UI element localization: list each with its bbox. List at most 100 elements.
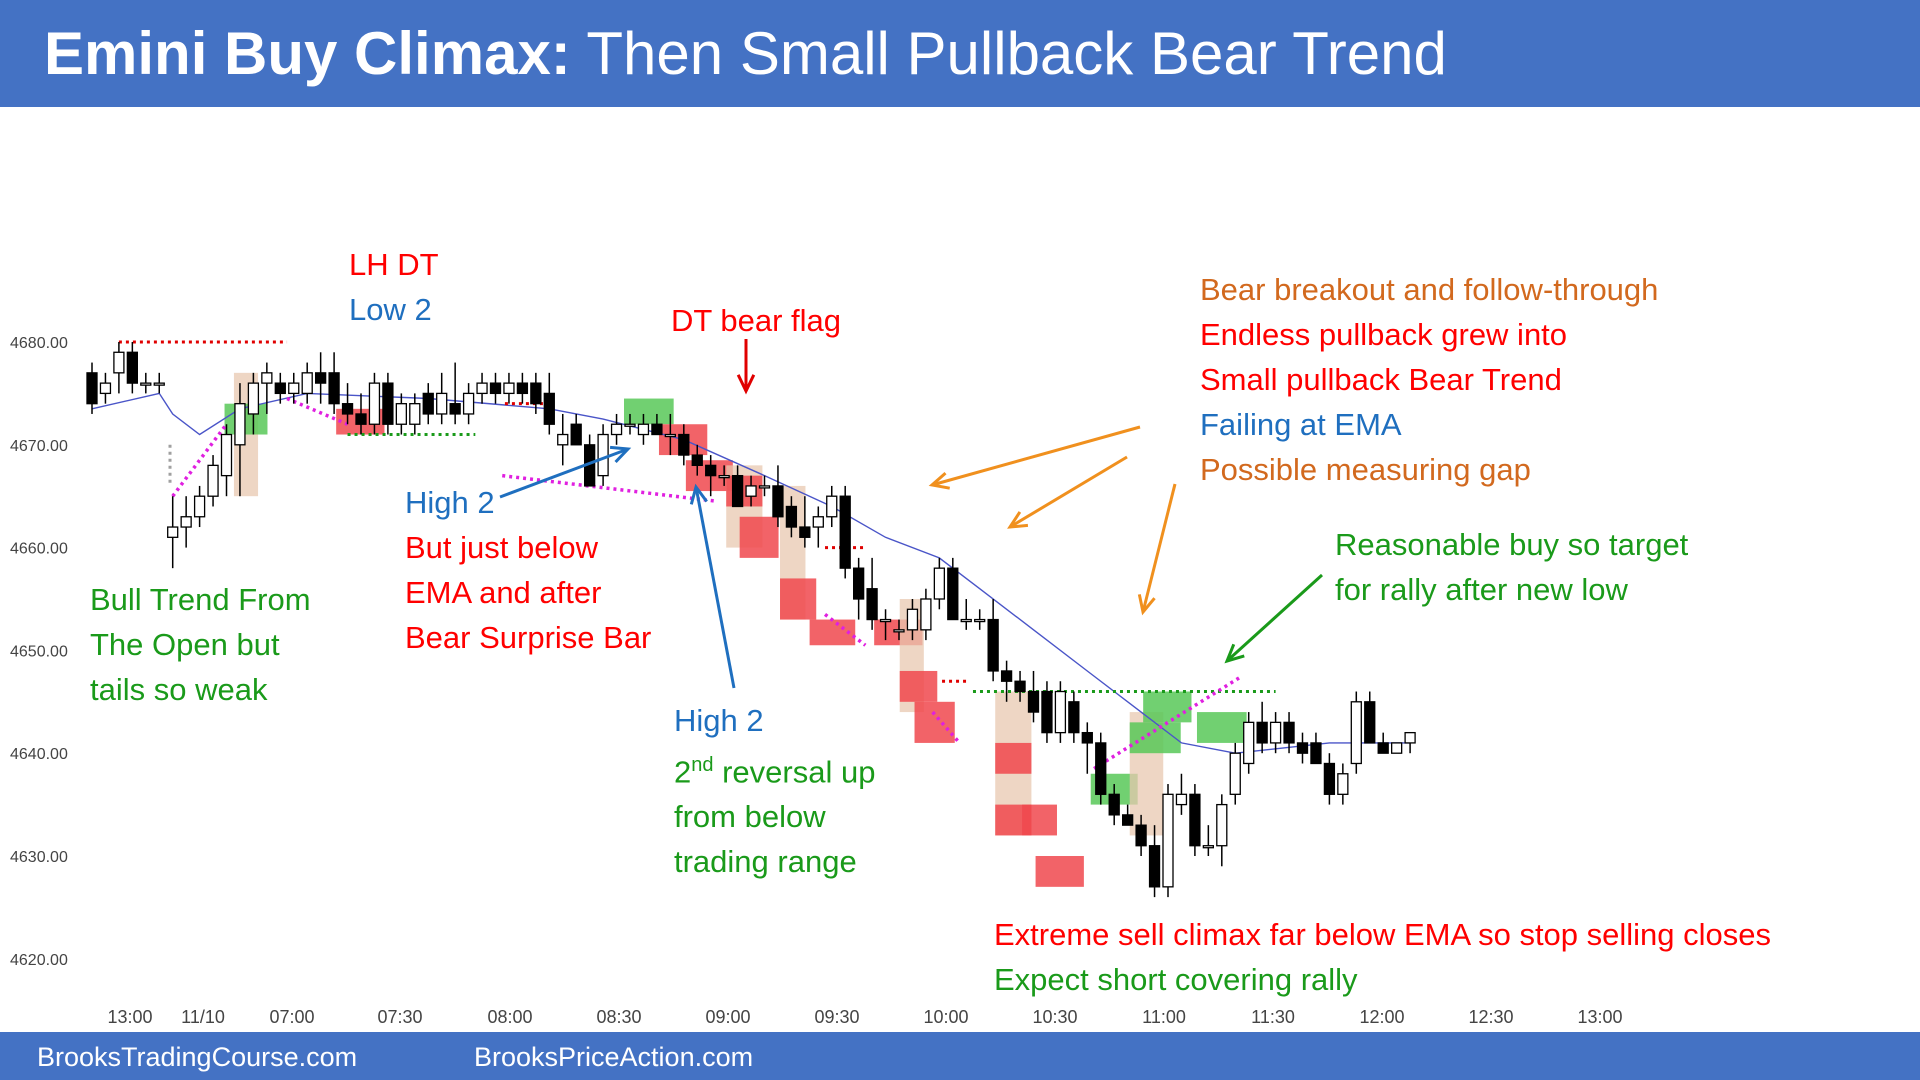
trend-line [171, 423, 228, 498]
bear-candle [705, 464, 717, 477]
high2-second-line-4: trading range [674, 844, 857, 880]
bear-candle [1068, 701, 1080, 734]
bear-candle [126, 351, 138, 384]
bull-candle [879, 618, 892, 623]
bull-candle [1243, 721, 1255, 765]
bull-candle [637, 423, 650, 436]
bear-candle [355, 413, 367, 425]
bear-candle [799, 526, 811, 538]
x-tick-label: 10:30 [1032, 1007, 1077, 1027]
candlestick-chart: 4680.00 4670.00 4660.00 4650.00 4640.00 4630.… [10, 335, 1623, 1027]
lh-dt-label: LH DT [349, 247, 439, 282]
bull-candle [409, 403, 421, 425]
high2-first-line-3: EMA and after [405, 575, 602, 610]
y-tick-label: 4680.00 [10, 335, 68, 352]
dt-bear-flag-arrow-head [736, 374, 756, 395]
bear-breakout-arrow-2-shaft [1009, 455, 1128, 529]
bull-candle [826, 495, 838, 518]
dt-bear-flag-annotation: DT bear flag [671, 298, 841, 343]
bull-candle [1202, 845, 1214, 849]
high2-second-arrow-shaft [694, 486, 736, 689]
bear-candle [1081, 731, 1093, 744]
bull-candle [395, 403, 408, 425]
bear-candle [1095, 742, 1107, 795]
y-tick-label: 4650.00 [10, 643, 68, 660]
bull-candle [597, 433, 609, 477]
x-tick-label: 07:00 [269, 1007, 314, 1027]
x-tick-label: 11/10 [181, 1007, 225, 1027]
bull-candle [1269, 721, 1282, 744]
bear-candle [422, 392, 434, 415]
bull-candle [167, 526, 179, 538]
bull-candle [180, 516, 192, 528]
bull-candle [933, 567, 945, 600]
highlight-box-green [1196, 712, 1247, 743]
x-axis: 13:00 11/10 07:00 07:30 08:00 08:30 09:00 09:30… [107, 1007, 1622, 1027]
bull-candle [234, 403, 246, 446]
ordinal-number: 2 [674, 754, 692, 790]
bear-breakout-arrow-1-shaft [931, 425, 1141, 487]
x-tick-label: 11:30 [1251, 1007, 1295, 1027]
bull-candle [906, 608, 919, 631]
high2-first-label: High 2 [405, 485, 495, 520]
bull-candle [193, 495, 206, 518]
bull-candle [664, 433, 676, 438]
bear-candle [1014, 680, 1026, 693]
bull-candle [745, 485, 757, 497]
trend-line [1093, 674, 1243, 771]
bear-breakout-line-4: Failing at EMA [1200, 407, 1402, 442]
highlight-box-red [780, 578, 817, 620]
bull-candle [207, 464, 219, 497]
y-axis: 4680.00 4670.00 4660.00 4650.00 4640.00 4630.… [10, 335, 68, 969]
bull-candle [1162, 793, 1174, 888]
bull-trend-line-2: The Open but [90, 627, 280, 662]
bull-candle [368, 382, 381, 425]
bear-candle [341, 403, 354, 415]
bull-candle [1216, 803, 1228, 847]
bear-candle [1364, 701, 1376, 744]
bear-candle [731, 474, 744, 508]
bear-candle [1122, 814, 1134, 826]
title-bar: Emini Buy Climax: Then Small Pullback Be… [0, 0, 1920, 107]
bull-candle [1337, 773, 1349, 795]
high2-second-arrow-head [689, 483, 708, 505]
bear-candle [785, 505, 798, 528]
bear-candle [1135, 824, 1147, 847]
bull-candle [624, 423, 636, 427]
bull-candle [261, 372, 273, 384]
high2-first-line-2: But just below [405, 530, 598, 565]
highlight-box-red [995, 742, 1032, 774]
bear-candle [772, 485, 784, 518]
bear-breakout-arrow-1-head [928, 471, 950, 490]
title-bold: Emini Buy Climax: [44, 20, 571, 87]
footer-link-trading-course[interactable]: BrooksTradingCourse.com [37, 1042, 358, 1072]
trend-line [502, 473, 718, 504]
bull-candle [288, 382, 300, 395]
bear-breakout-line-5: Possible measuring gap [1200, 452, 1531, 487]
bear-breakout-annotation: Bear breakout and follow-through Endless… [1200, 267, 1658, 492]
bear-candle [314, 372, 327, 384]
bull-candle [1054, 690, 1067, 734]
bull-candle [960, 618, 972, 623]
bear-candle [530, 382, 542, 405]
annotation-arrows [499, 339, 1324, 689]
y-tick-label: 4670.00 [10, 438, 68, 455]
high2-second-line-3: from below [674, 799, 826, 835]
x-tick-label: 10:00 [923, 1007, 968, 1027]
reasonable-buy-line-2: for rally after new low [1335, 572, 1628, 607]
bear-candle [1323, 762, 1336, 795]
footer-link-price-action[interactable]: BrooksPriceAction.com [474, 1042, 754, 1072]
x-tick-label: 13:00 [1577, 1007, 1622, 1027]
bear-breakout-line-2: Endless pullback grew into [1200, 317, 1568, 352]
high2-first-arrow-shaft [499, 447, 629, 499]
sell-climax-line-1: Extreme sell climax far below EMA so sto… [994, 917, 1772, 952]
bull-candle [1391, 742, 1403, 754]
y-tick-label: 4660.00 [10, 541, 68, 558]
bear-breakout-arrow-3-head [1137, 594, 1156, 616]
bull-candle [462, 392, 475, 415]
x-tick-label: 08:30 [596, 1007, 641, 1027]
highlight-box-red [726, 475, 763, 507]
bull-candle [1350, 701, 1362, 765]
high2-first-line-4: Bear Surprise Bar [405, 620, 652, 655]
x-tick-label: 09:30 [814, 1007, 859, 1027]
